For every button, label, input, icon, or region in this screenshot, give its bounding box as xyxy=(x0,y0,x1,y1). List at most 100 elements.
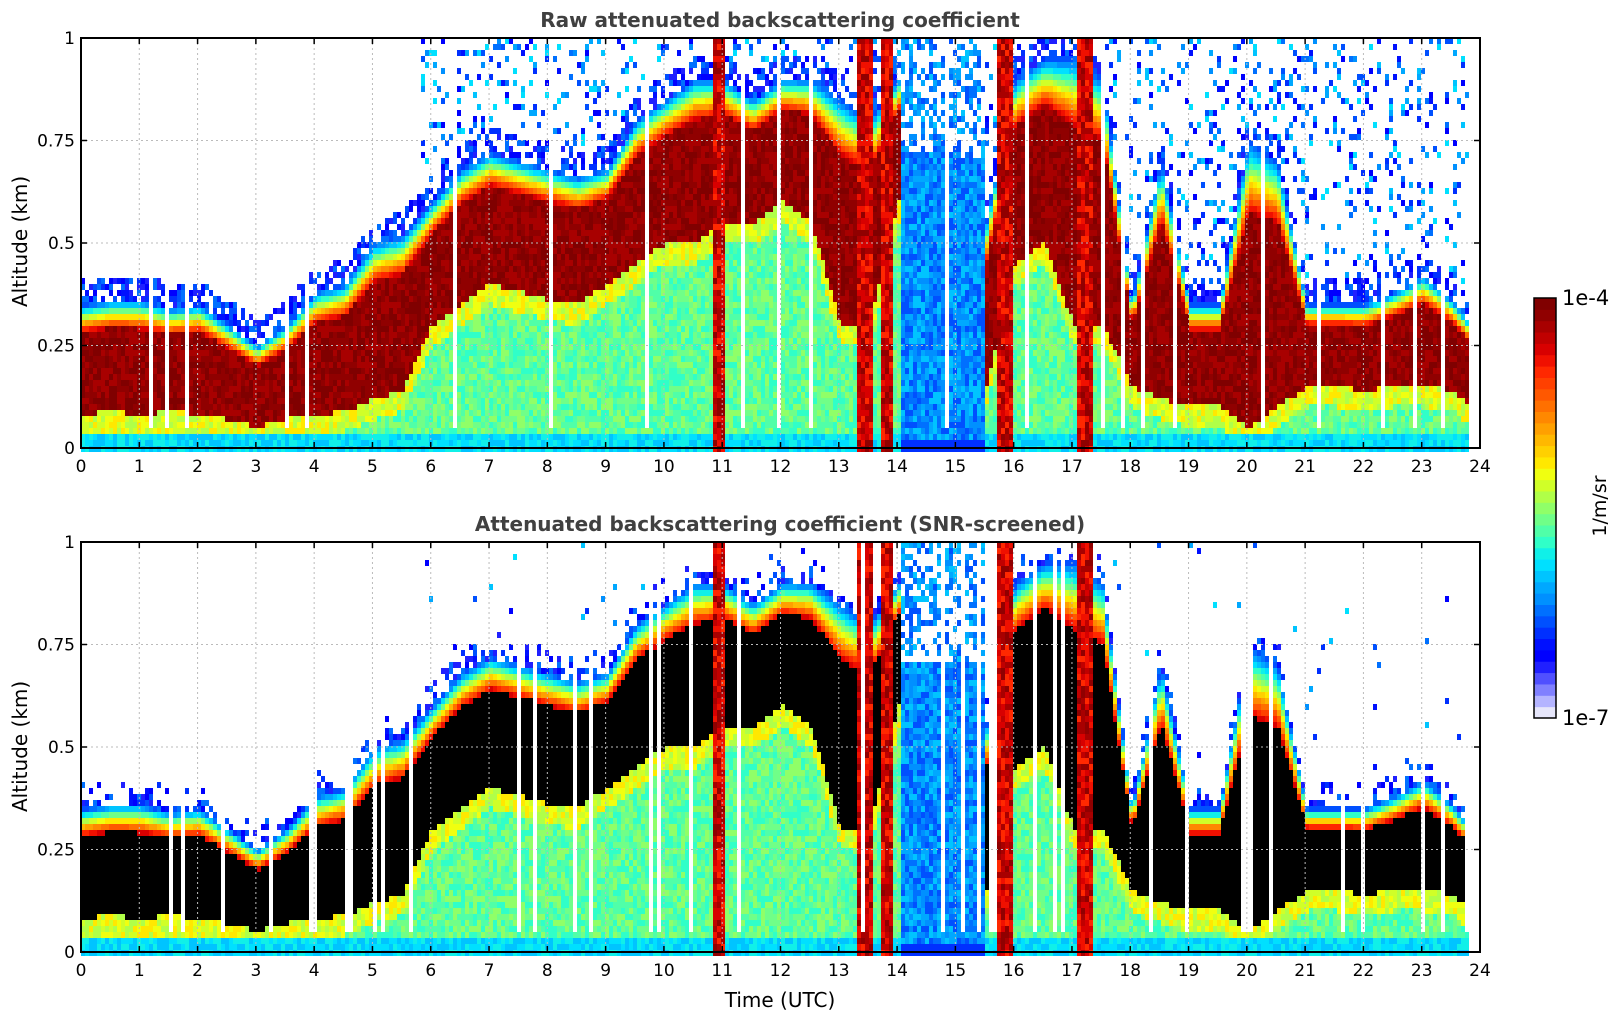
heatmap-cell xyxy=(625,344,629,350)
heatmap-cell xyxy=(585,266,589,272)
heatmap-cell xyxy=(213,434,217,440)
heatmap-cell xyxy=(605,320,609,326)
heatmap-cell xyxy=(617,140,621,146)
heatmap-cell xyxy=(145,410,149,416)
heatmap-cell xyxy=(473,374,477,380)
heatmap-cell xyxy=(425,314,429,320)
heatmap-cell xyxy=(341,302,345,308)
heatmap-cell xyxy=(489,206,493,212)
heatmap-cell xyxy=(573,230,577,236)
heatmap-cell xyxy=(617,194,621,200)
heatmap-cell xyxy=(277,338,281,344)
heatmap-cell xyxy=(93,392,97,398)
heatmap-cell xyxy=(233,362,237,368)
heatmap-cell xyxy=(541,170,545,176)
heatmap-cell xyxy=(597,230,601,236)
heatmap-cell xyxy=(601,440,605,446)
heatmap-cell xyxy=(393,362,397,368)
heatmap-cell xyxy=(529,302,533,308)
heatmap-cell xyxy=(325,278,329,284)
heatmap-cell xyxy=(369,308,373,314)
heatmap-cell xyxy=(521,260,525,266)
heatmap-cell xyxy=(621,440,625,446)
heatmap-cell xyxy=(233,350,237,356)
heatmap-cell xyxy=(493,398,497,404)
heatmap-cell xyxy=(629,236,633,242)
heatmap-cell xyxy=(605,362,609,368)
heatmap-cell xyxy=(457,284,461,290)
heatmap-cell xyxy=(465,224,469,230)
heatmap-cell xyxy=(425,50,429,56)
heatmap-cell xyxy=(529,284,533,290)
heatmap-cell xyxy=(457,278,461,284)
heatmap-cell xyxy=(225,398,229,404)
heatmap-cell xyxy=(97,440,101,446)
heatmap-cell xyxy=(321,428,325,434)
heatmap-cell xyxy=(573,374,577,380)
heatmap-cell xyxy=(469,338,473,344)
heatmap-cell xyxy=(561,284,565,290)
heatmap-cell xyxy=(529,248,533,254)
heatmap-cell xyxy=(585,284,589,290)
heatmap-cell xyxy=(229,410,233,416)
heatmap-cell xyxy=(289,326,293,332)
heatmap-cell xyxy=(601,344,605,350)
heatmap-cell xyxy=(85,386,89,392)
heatmap-cell xyxy=(301,302,305,308)
heatmap-cell xyxy=(465,380,469,386)
heatmap-cell xyxy=(345,386,349,392)
heatmap-cell xyxy=(141,428,145,434)
heatmap-cell xyxy=(457,428,461,434)
heatmap-cell xyxy=(449,218,453,224)
heatmap-cell xyxy=(601,320,605,326)
heatmap-cell xyxy=(321,302,325,308)
heatmap-cell xyxy=(565,374,569,380)
heatmap-cell xyxy=(393,248,397,254)
heatmap-cell xyxy=(101,422,105,428)
heatmap-cell xyxy=(357,302,361,308)
heatmap-cell xyxy=(297,350,301,356)
heatmap-cell xyxy=(321,440,325,446)
heatmap-cell xyxy=(537,320,541,326)
heatmap-cell xyxy=(557,386,561,392)
heatmap-cell xyxy=(261,368,265,374)
heatmap-cell xyxy=(533,440,537,446)
heatmap-cell xyxy=(117,398,121,404)
heatmap-cell xyxy=(493,194,497,200)
heatmap-cell xyxy=(233,410,237,416)
heatmap-cell xyxy=(473,386,477,392)
heatmap-cell xyxy=(301,320,305,326)
heatmap-cell xyxy=(281,386,285,392)
heatmap-cell xyxy=(157,380,161,386)
heatmap-cell xyxy=(529,182,533,188)
heatmap-cell xyxy=(485,434,489,440)
heatmap-cell xyxy=(341,368,345,374)
heatmap-cell xyxy=(393,308,397,314)
heatmap-cell xyxy=(89,350,93,356)
heatmap-cell xyxy=(177,308,181,314)
heatmap-cell xyxy=(537,440,541,446)
heatmap-cell xyxy=(221,338,225,344)
heatmap-cell xyxy=(481,392,485,398)
heatmap-cell xyxy=(589,308,593,314)
heatmap-cell xyxy=(389,254,393,260)
heatmap-cell xyxy=(517,440,521,446)
heatmap-cell xyxy=(373,344,377,350)
heatmap-cell xyxy=(401,290,405,296)
heatmap-cell xyxy=(225,362,229,368)
heatmap-cell xyxy=(177,290,181,296)
heatmap-cell xyxy=(621,236,625,242)
heatmap-cell xyxy=(233,386,237,392)
heatmap-cell xyxy=(445,368,449,374)
heatmap-cell xyxy=(621,368,625,374)
heatmap-cell xyxy=(509,290,513,296)
heatmap-cell xyxy=(193,368,197,374)
heatmap-cell xyxy=(141,332,145,338)
heatmap-cell xyxy=(269,314,273,320)
heatmap-cell xyxy=(493,416,497,422)
heatmap-cell xyxy=(517,278,521,284)
heatmap-cell xyxy=(157,350,161,356)
heatmap-cell xyxy=(181,398,185,404)
heatmap-cell xyxy=(385,242,389,248)
heatmap-cell xyxy=(241,392,245,398)
